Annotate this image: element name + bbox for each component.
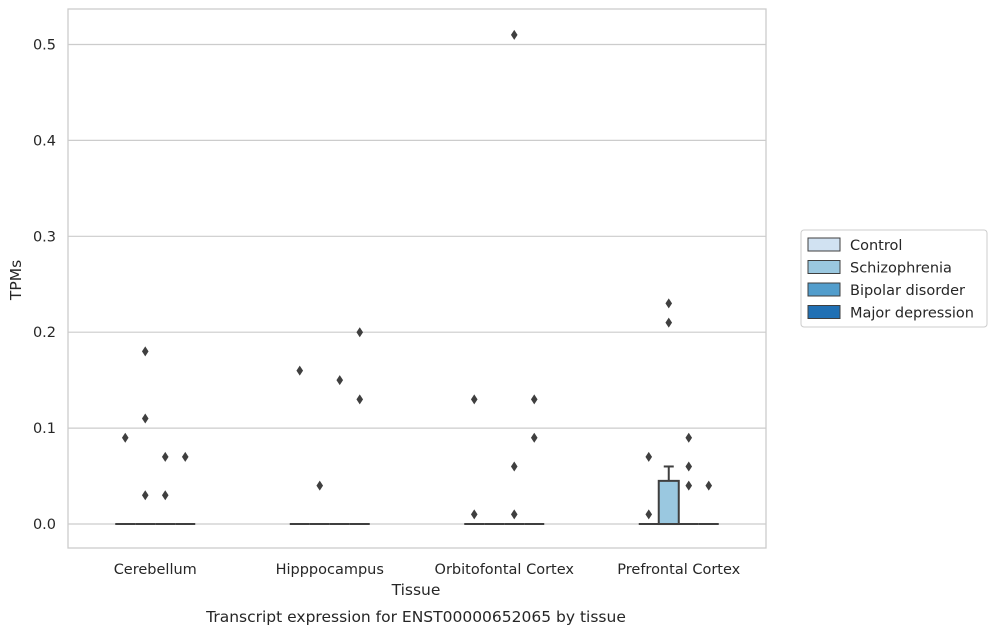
x-tick-label: Cerebellum	[114, 562, 197, 578]
outlier-point	[161, 451, 169, 462]
legend-swatch	[807, 305, 841, 319]
plot-frame	[67, 8, 767, 549]
y-tick-label: 0.5	[33, 37, 56, 53]
outlier-point	[685, 461, 693, 472]
boxes	[115, 465, 719, 526]
legend-label: Schizophrenia	[850, 261, 952, 277]
legend-swatch	[807, 282, 841, 297]
outlier-point	[510, 509, 518, 520]
outlier-point	[470, 509, 478, 520]
x-tick-label: Hipppocampus	[276, 562, 384, 578]
outlier-point	[645, 509, 653, 520]
outlier-point	[161, 490, 169, 501]
outlier-point	[141, 346, 149, 357]
outlier-point	[296, 365, 304, 376]
outlier-point	[336, 375, 344, 386]
y-tick-labels: 0.0 0.1 0.2 0.3 0.4 0.5	[33, 37, 56, 533]
outliers	[121, 29, 713, 520]
x-tick-labels: Cerebellum Hipppocampus Orbitofontal Corte…	[114, 562, 741, 578]
outlier-point	[705, 480, 713, 491]
outlier-point	[141, 413, 149, 424]
legend-swatch	[807, 237, 841, 252]
outlier-point	[685, 480, 693, 491]
outlier-point	[356, 394, 364, 405]
outlier-point	[510, 461, 518, 472]
outlier-point	[356, 327, 364, 338]
outlier-point	[121, 432, 129, 443]
y-tick-label: 0.0	[33, 517, 56, 533]
y-tick-label: 0.3	[33, 229, 56, 245]
y-tick-label: 0.4	[33, 133, 56, 149]
box-body	[657, 479, 680, 526]
outlier-point	[470, 394, 478, 405]
x-tick-label: Orbitofontal Cortex	[435, 562, 575, 578]
box	[657, 465, 680, 526]
x-axis-label: Tissue	[391, 581, 441, 599]
grid-lines	[68, 43, 766, 525]
chart-title: Transcript expression for ENST0000065206…	[205, 608, 626, 626]
y-tick-label: 0.2	[33, 325, 56, 341]
outlier-point	[665, 298, 673, 309]
legend: Control Schizophrenia Bipolar disorder Majo…	[800, 229, 988, 328]
legend-frame	[800, 229, 988, 328]
y-axis-label: TPMs	[7, 260, 25, 301]
outlier-point	[316, 480, 324, 491]
outlier-point	[510, 29, 518, 40]
legend-swatch	[807, 260, 841, 274]
outlier-point	[665, 317, 673, 328]
legend-label: Bipolar disorder	[850, 283, 965, 299]
y-tick-label: 0.1	[33, 421, 56, 437]
outlier-point	[685, 432, 693, 443]
x-tick-label: Prefrontal Cortex	[617, 562, 740, 578]
outlier-point	[181, 451, 189, 462]
legend-label: Major depression	[850, 306, 974, 322]
outlier-point	[141, 490, 149, 501]
legend-label: Control	[850, 238, 902, 254]
outlier-point	[530, 432, 538, 443]
outlier-point	[645, 451, 653, 462]
outlier-point	[530, 394, 538, 405]
